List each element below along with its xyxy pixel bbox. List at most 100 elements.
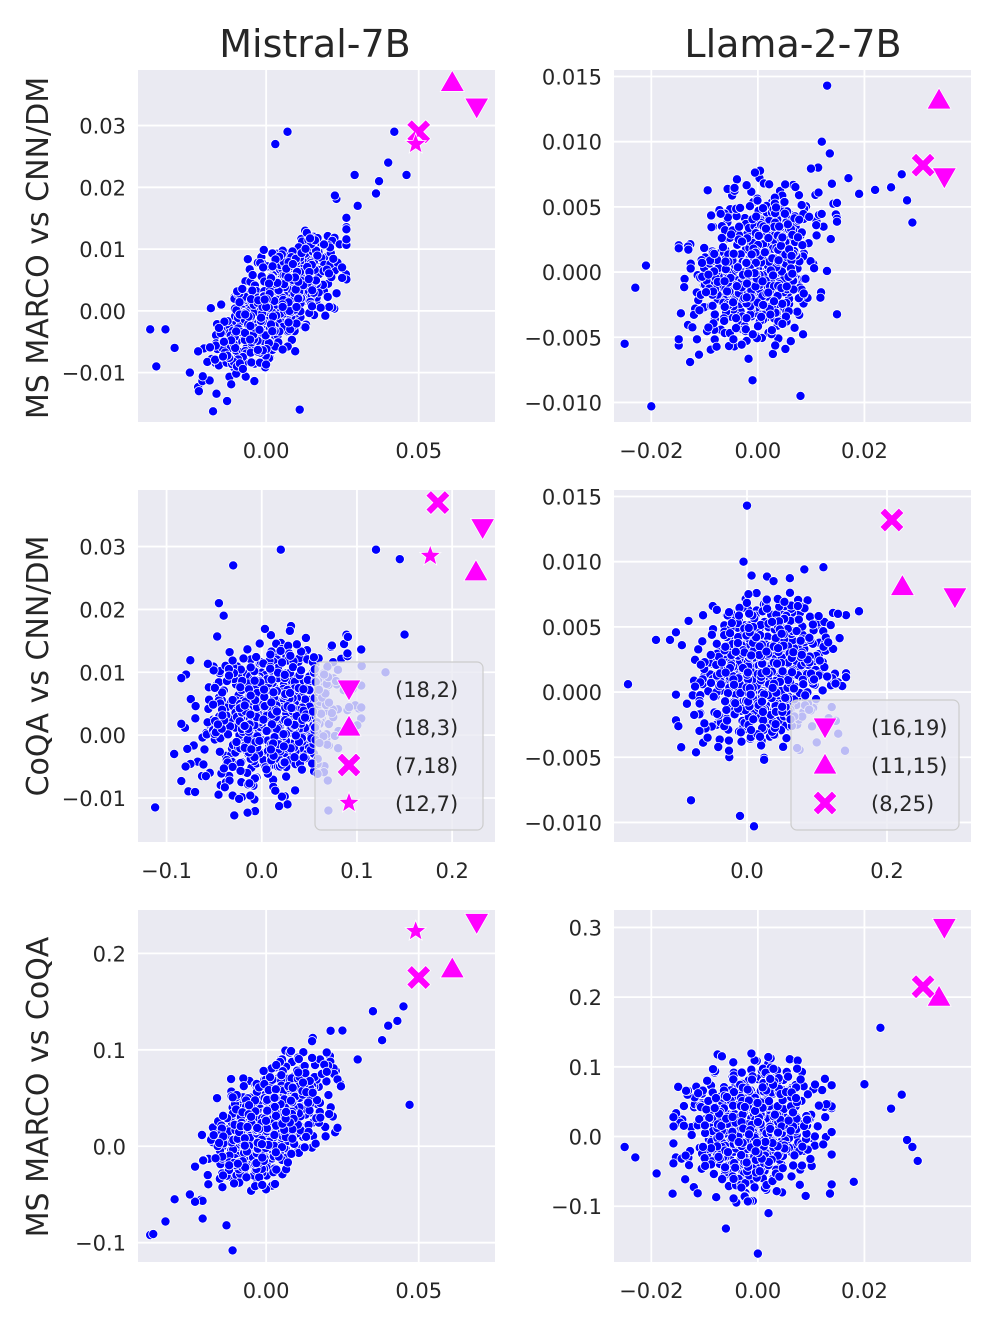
- data-point: [712, 708, 723, 719]
- y-tick-label: 0.015: [542, 486, 602, 510]
- data-point: [651, 634, 662, 645]
- data-point: [323, 268, 334, 279]
- data-point: [761, 594, 772, 605]
- data-point: [258, 244, 269, 255]
- data-point: [270, 1179, 281, 1190]
- data-point: [749, 1182, 760, 1193]
- data-point: [341, 234, 352, 245]
- highlight-point-triangle-down: [942, 587, 968, 610]
- data-point: [722, 1147, 733, 1158]
- data-point: [160, 1216, 171, 1227]
- y-tick-label: 0.2: [93, 942, 126, 966]
- data-point: [237, 283, 248, 294]
- data-point: [831, 197, 842, 208]
- data-point: [818, 562, 829, 573]
- data-point: [303, 1097, 314, 1108]
- data-point: [733, 610, 744, 621]
- data-point: [695, 659, 706, 670]
- data-point: [730, 646, 741, 657]
- data-point: [184, 1189, 195, 1200]
- data-point: [289, 752, 300, 763]
- data-point: [342, 631, 353, 642]
- data-point: [212, 1093, 223, 1104]
- data-point: [247, 270, 258, 281]
- data-point: [708, 1168, 719, 1179]
- legend-marker-x: [336, 752, 362, 778]
- data-point: [169, 342, 180, 353]
- data-point: [252, 344, 263, 355]
- data-point: [196, 1130, 207, 1141]
- data-point: [886, 182, 897, 193]
- data-point: [307, 285, 318, 296]
- data-point: [404, 1099, 415, 1110]
- data-point: [266, 697, 277, 708]
- data-point: [698, 610, 709, 621]
- data-point: [833, 608, 844, 619]
- x-tick-label: 0.2: [435, 859, 468, 883]
- data-point: [694, 349, 705, 360]
- x-tick-label: 0.05: [395, 439, 442, 463]
- data-point: [822, 80, 833, 91]
- y-tick-label: 0.02: [79, 598, 126, 622]
- data-point: [190, 713, 201, 724]
- data-point: [709, 309, 720, 320]
- data-point: [367, 1006, 378, 1017]
- data-point: [219, 316, 230, 327]
- data-point: [742, 667, 753, 678]
- data-point: [673, 721, 684, 732]
- data-point: [761, 646, 772, 657]
- x-tick-label: 0.00: [243, 1279, 290, 1303]
- data-point: [679, 273, 690, 284]
- data-point: [800, 690, 811, 701]
- points-layer: [619, 918, 958, 1259]
- data-point: [217, 687, 228, 698]
- data-point: [732, 262, 743, 273]
- data-point: [756, 311, 767, 322]
- data-point: [826, 1127, 837, 1138]
- data-point: [728, 297, 739, 308]
- data-point: [735, 810, 746, 821]
- data-point: [263, 278, 274, 289]
- data-point: [197, 1213, 208, 1224]
- y-tick-label: −0.010: [524, 391, 602, 415]
- legend-marker-triangle-down: [812, 717, 838, 740]
- data-point: [796, 200, 807, 211]
- data-point: [762, 603, 773, 614]
- data-point: [746, 1074, 757, 1085]
- highlight-point-triangle-up: [439, 956, 465, 979]
- data-point: [765, 309, 776, 320]
- data-point: [854, 188, 865, 199]
- data-point: [370, 188, 381, 199]
- data-point: [150, 802, 161, 813]
- data-point: [394, 554, 405, 565]
- data-point: [398, 1001, 409, 1012]
- data-point: [716, 1051, 727, 1062]
- data-point: [816, 136, 827, 147]
- data-point: [843, 173, 854, 184]
- data-point: [701, 1104, 712, 1115]
- data-point: [728, 248, 739, 259]
- data-point: [725, 628, 736, 639]
- legend-marker-star: [337, 790, 361, 813]
- data-point: [227, 655, 238, 666]
- data-point: [287, 1082, 298, 1093]
- data-point: [758, 299, 769, 310]
- data-point: [249, 675, 260, 686]
- data-point: [779, 208, 790, 219]
- data-point: [252, 1122, 263, 1133]
- data-point: [788, 683, 799, 694]
- data-point: [270, 139, 281, 150]
- column-title-llama: Llama-2-7B: [684, 22, 901, 66]
- data-point: [804, 211, 815, 222]
- data-point: [771, 202, 782, 213]
- data-point: [271, 1110, 282, 1121]
- data-point: [747, 375, 758, 386]
- y-tick-label: 0.015: [542, 66, 602, 90]
- data-point: [285, 687, 296, 698]
- data-point: [744, 608, 755, 619]
- y-tick-label: 0.1: [93, 1039, 126, 1063]
- data-point: [730, 1162, 741, 1173]
- data-point: [776, 628, 787, 639]
- data-point: [370, 544, 381, 555]
- data-point: [793, 190, 804, 201]
